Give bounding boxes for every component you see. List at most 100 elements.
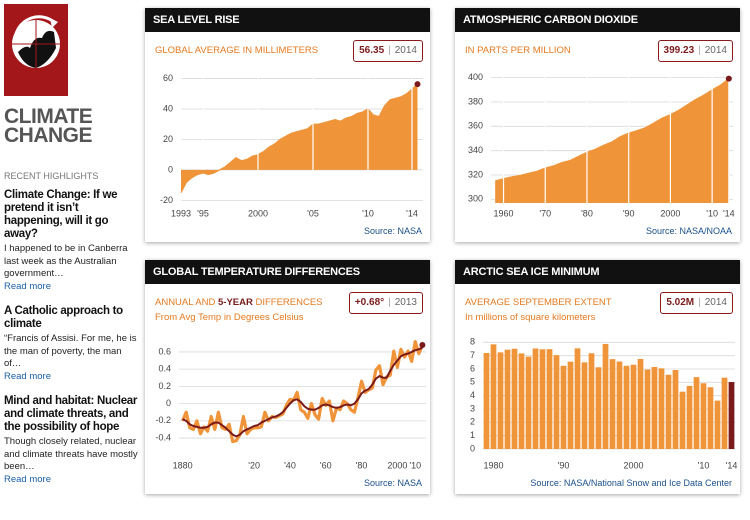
y-tick-label: 0 (166, 398, 171, 408)
x-tick-label: '95 (197, 208, 209, 218)
y-tick-label: 300 (468, 194, 483, 204)
chart-panel: 0 1 2 3 4 5 6 7 8 1980 '90 2000 '10 '14 ARCTIC SEA ICE… (455, 260, 740, 494)
chart-subtitle: IN PARTS PER MILLION (465, 45, 571, 56)
y-tick-label: 6 (470, 363, 475, 373)
chart-source: Source: NASA/National Snow and Ice Data … (530, 478, 732, 488)
x-tick-label: '10 (409, 460, 421, 470)
highlight-item: Mind and habitat: Nuclear and climate th… (4, 395, 138, 486)
bar (602, 343, 609, 449)
read-more-link[interactable]: Read more (4, 370, 51, 382)
y-tick-label: 4 (470, 390, 475, 400)
item-title[interactable]: Mind and habitat: Nuclear and climate th… (4, 395, 138, 433)
chart-title: GLOBAL TEMPERATURE DIFFERENCES (145, 260, 430, 284)
chart: 300 320 340 360 380 400 1960 '70 '80 '90 2000 '10 '1… (468, 72, 735, 218)
chart-panel: 300 320 340 360 380 400 1960 '70 '80 '90 2000 '10 '1… (455, 8, 740, 242)
x-tick-label: 2000 (387, 460, 407, 470)
bar (567, 361, 574, 449)
chart-panel: -20 0 20 40 60 1993 '95 2000 '05 '10 '14 SEA LEVEL … (145, 8, 430, 242)
x-tick-label: '14 (726, 460, 738, 470)
area-fill (495, 78, 729, 203)
bar (623, 365, 630, 449)
highlight-item: A Catholic approach to climate “Francis o… (4, 305, 138, 383)
chart-source: Source: NASA (363, 226, 422, 236)
item-title[interactable]: Climate Change: If we pretend it isn’t h… (4, 189, 118, 240)
area-line (180, 83, 418, 194)
chart-source: Source: NASA/NOAA (645, 226, 732, 236)
bar (721, 377, 728, 449)
y-tick-label: -0.2 (155, 415, 171, 425)
x-tick-label: '10 (362, 208, 374, 218)
y-tick-label: 8 (470, 337, 475, 347)
y-tick-label: 7 (470, 350, 475, 360)
bar (511, 348, 518, 449)
bar (630, 364, 637, 449)
subtitle-part: 5-YEAR (218, 297, 253, 308)
bar (483, 353, 490, 449)
x-tick-label: '14 (723, 208, 735, 218)
bar (714, 400, 721, 449)
chart-panel: -0.4 -0.2 0 0.2 0.4 0.6 1880 '20 '40 '60 '80 2000'1… (145, 260, 430, 494)
chart-title: ATMOSPHERIC CARBON DIOXIDE (455, 8, 740, 32)
x-tick-label: 2000 (623, 460, 643, 470)
bar (651, 367, 658, 449)
y-tick-label: -20 (160, 195, 173, 205)
badge-separator: | (388, 45, 391, 56)
bar (679, 391, 686, 449)
subtitle-part: ANNUAL AND (155, 297, 216, 308)
y-tick-label: 5 (470, 377, 475, 387)
bar (518, 353, 525, 449)
bar (574, 348, 581, 449)
y-tick-label: 340 (468, 145, 483, 155)
latest-value: 399.23 (663, 45, 695, 56)
area-line (495, 78, 730, 182)
bar (728, 382, 735, 449)
x-tick-label: '20 (248, 460, 260, 470)
chart: -0.4 -0.2 0 0.2 0.4 0.6 1880 '20 '40 '60 '80 2000'1… (155, 339, 426, 470)
y-tick-label: 0 (168, 164, 173, 174)
item-text: “Francis of Assisi. For me, he is the ma… (4, 333, 137, 369)
sidebar-heading: RECENT HIGHLIGHTS (4, 171, 99, 181)
bar (588, 353, 595, 449)
item-title[interactable]: A Catholic approach to climate (4, 305, 123, 330)
x-tick-label: '80 (356, 460, 368, 470)
read-more-link[interactable]: Read more (4, 473, 51, 485)
highlight-item: Climate Change: If we pretend it isn’t h… (4, 189, 138, 293)
area-fill (181, 84, 418, 193)
read-more-link[interactable]: Read more (4, 280, 51, 292)
y-tick-label: 0.6 (158, 346, 171, 356)
x-tick-label: '10 (706, 208, 718, 218)
x-tick-label: '80 (581, 208, 593, 218)
logo-text: CLIMATE (4, 105, 93, 128)
bar (693, 377, 700, 449)
x-tick-label: '90 (623, 208, 635, 218)
latest-value: +0.68° (354, 297, 385, 308)
bar (546, 349, 553, 449)
chart-subtitle: GLOBAL AVERAGE IN MILLIMETERS (155, 45, 319, 56)
bar (637, 359, 644, 449)
latest-value: 5.02M (666, 297, 695, 308)
highlight-list: Climate Change: If we pretend it isn’t h… (4, 189, 138, 486)
latest-value-badge: +0.68° | 2013 (348, 292, 423, 314)
chart-subtitle-2: In millions of square kilometers (465, 312, 596, 323)
badge-separator: | (388, 297, 391, 308)
latest-year: 2014 (704, 45, 727, 56)
y-tick-label: 3 (470, 403, 475, 413)
chart: -20 0 20 40 60 1993 '95 2000 '05 '10 '14 (160, 73, 423, 218)
latest-year: 2014 (394, 45, 417, 56)
y-tick-label: 40 (163, 103, 173, 113)
bar (560, 365, 567, 449)
bar (490, 344, 497, 449)
y-tick-label: 360 (468, 121, 483, 131)
x-tick-label: 2000 (660, 208, 680, 218)
end-marker (414, 81, 421, 88)
y-tick-label: 0.4 (158, 364, 171, 374)
x-tick-label: 2000 (248, 208, 268, 218)
x-tick-label: '60 (320, 460, 332, 470)
sidebar: CLIMATE CHANGE RECENT HIGHLIGHTS Climate… (4, 4, 138, 498)
bar (672, 370, 679, 449)
y-tick-label: 320 (468, 169, 483, 179)
y-tick-label: 60 (163, 73, 173, 83)
x-tick-label: '90 (558, 460, 570, 470)
bar (525, 356, 532, 449)
